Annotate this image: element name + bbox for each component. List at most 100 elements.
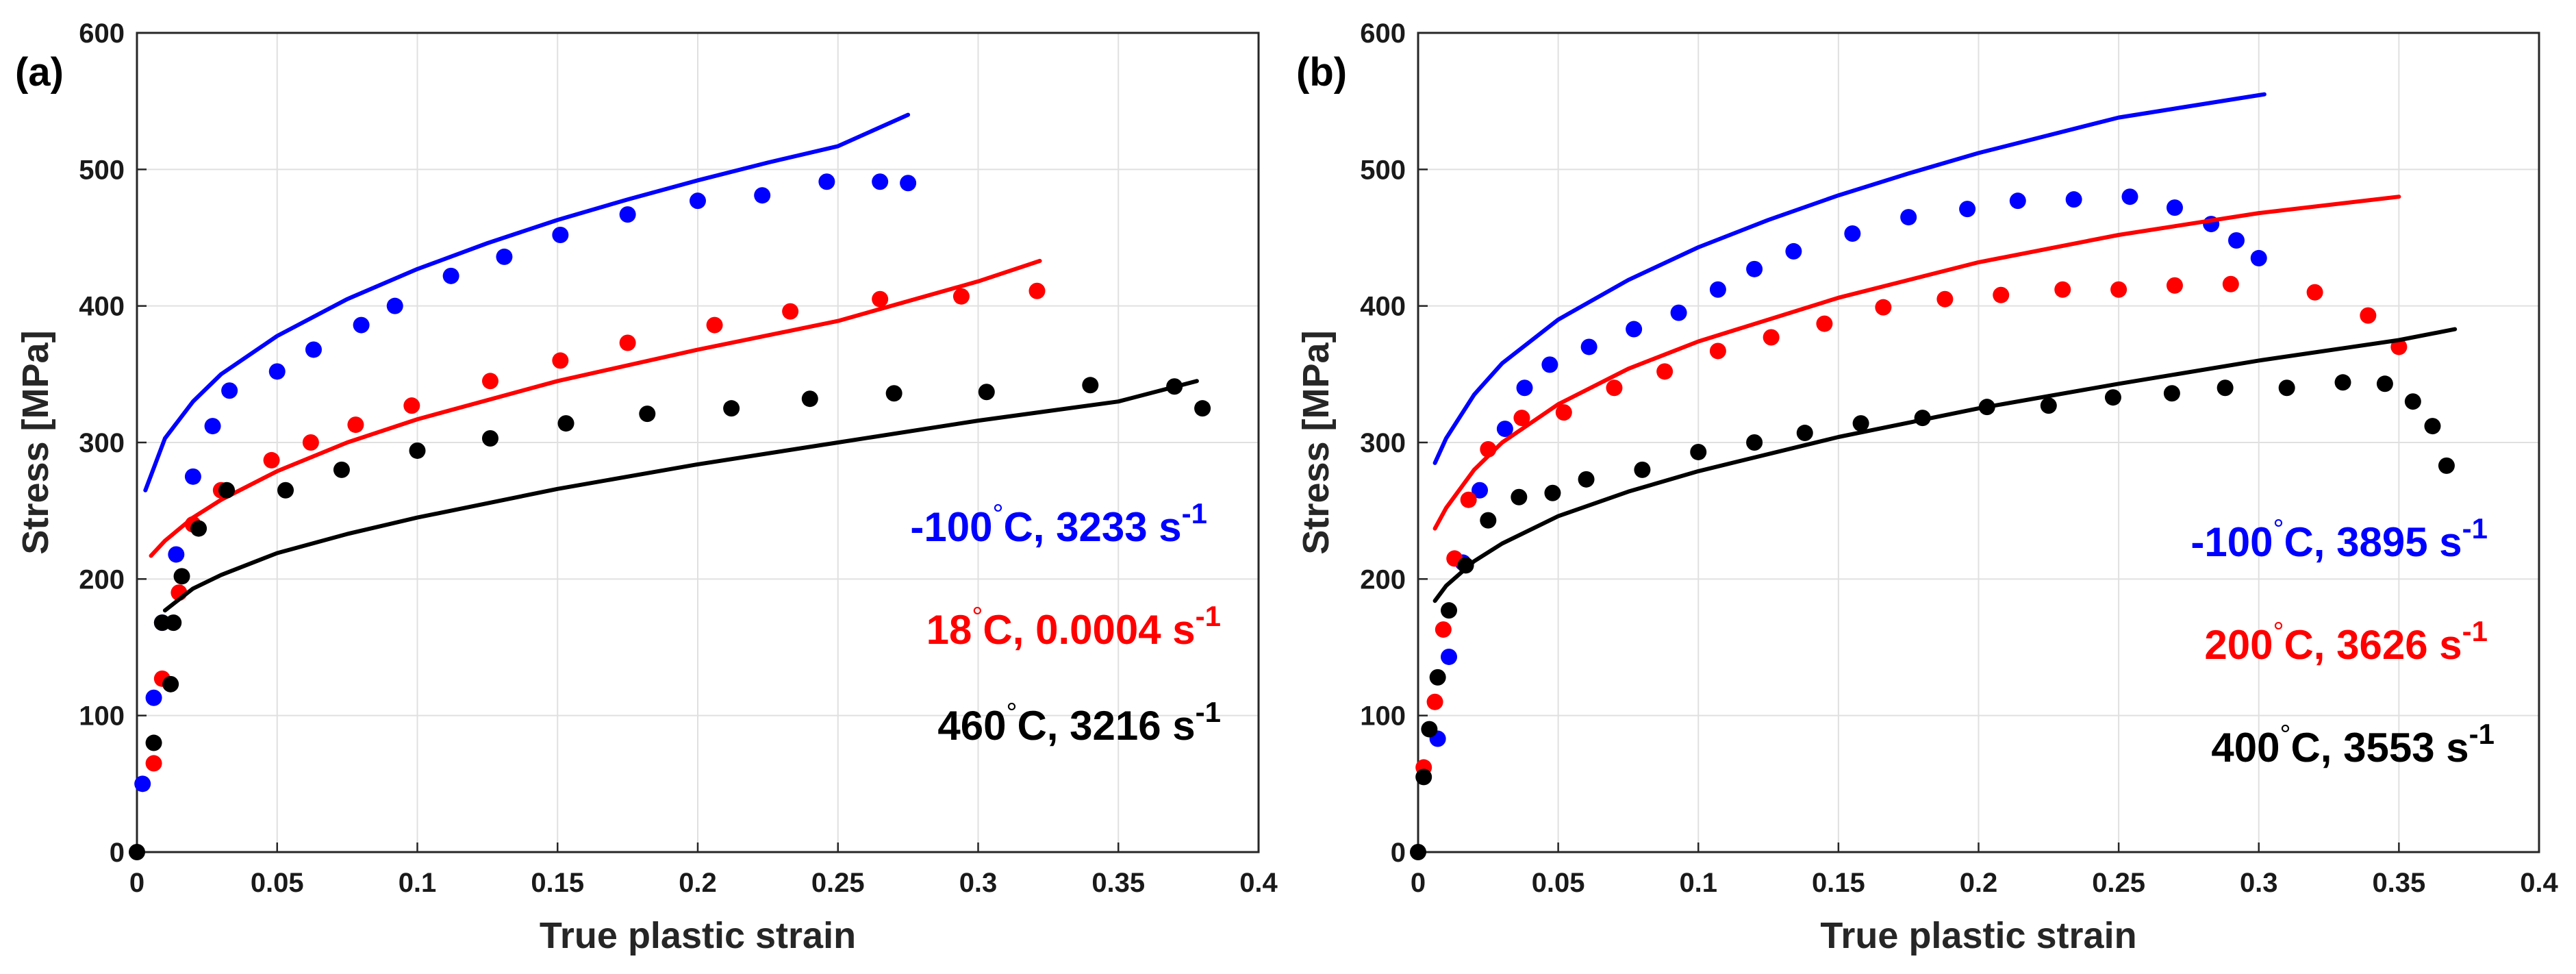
- data-point: [1785, 242, 1802, 260]
- panel-label: (a): [15, 50, 64, 95]
- data-point: [1634, 461, 1651, 478]
- data-point: [442, 267, 459, 284]
- series-annotation: -100°C, 3233 s-1: [910, 497, 1207, 550]
- data-point: [690, 192, 706, 210]
- data-point: [145, 734, 162, 751]
- x-axis-label: True plastic strain: [540, 915, 856, 956]
- data-point: [302, 434, 319, 451]
- data-point: [552, 352, 569, 369]
- x-tick-label: 0.25: [2092, 868, 2145, 898]
- data-point: [347, 416, 364, 434]
- data-point: [2228, 232, 2245, 249]
- data-point: [639, 405, 656, 423]
- data-point: [2306, 284, 2323, 301]
- data-point: [386, 297, 403, 314]
- data-point: [782, 303, 799, 320]
- x-tick-label: 0.2: [679, 868, 717, 898]
- data-point: [872, 290, 889, 308]
- data-point: [1816, 315, 1833, 332]
- data-point: [552, 227, 569, 244]
- data-point: [1852, 415, 1869, 432]
- data-point: [1959, 201, 1976, 218]
- data-point: [1028, 282, 1046, 299]
- panel-label: (b): [1296, 50, 1347, 95]
- data-point: [305, 341, 322, 358]
- y-tick-label: 100: [1360, 701, 1406, 732]
- fit-curve: [1432, 327, 2458, 603]
- x-tick-label: 0.4: [1239, 868, 1278, 898]
- x-tick-label: 0.3: [959, 868, 998, 898]
- data-point: [1763, 329, 1780, 346]
- series-0: [1429, 92, 2267, 747]
- data-point: [145, 755, 162, 772]
- y-axis-label: Stress [MPa]: [15, 330, 56, 554]
- data-point: [1900, 209, 1917, 226]
- data-point: [481, 430, 498, 447]
- series-annotation: 400°C, 3553 s-1: [2211, 718, 2495, 771]
- data-point: [1426, 693, 1443, 710]
- data-point: [619, 334, 636, 351]
- y-tick-label: 0: [110, 838, 125, 868]
- series-annotation: 200°C, 3626 s-1: [2204, 615, 2488, 668]
- data-point: [619, 206, 636, 223]
- data-point: [1541, 356, 1558, 373]
- x-tick-label: 0.3: [2240, 868, 2278, 898]
- data-point: [1441, 648, 1458, 665]
- data-point: [723, 400, 740, 417]
- data-point: [1626, 321, 1643, 338]
- data-point: [481, 373, 498, 390]
- data-point: [1410, 844, 1426, 860]
- data-point: [1166, 378, 1183, 395]
- y-tick-label: 400: [1360, 292, 1406, 322]
- data-point: [2217, 379, 2234, 397]
- data-point: [2065, 191, 2082, 208]
- data-point: [1690, 443, 1707, 460]
- x-tick-label: 0: [1411, 868, 1426, 898]
- data-point: [218, 482, 236, 499]
- data-point: [1844, 225, 1861, 242]
- data-point: [145, 689, 162, 706]
- data-point: [2250, 249, 2267, 266]
- y-tick-label: 600: [1360, 18, 1406, 49]
- fit-curve: [143, 112, 911, 492]
- data-point: [1580, 338, 1598, 355]
- data-point: [409, 442, 426, 459]
- data-point: [801, 390, 818, 408]
- x-tick-label: 0.1: [399, 868, 437, 898]
- data-point: [190, 520, 207, 537]
- data-point: [557, 415, 574, 432]
- data-point: [1421, 721, 1438, 738]
- y-tick-label: 200: [79, 564, 125, 595]
- x-tick-label: 0.2: [1960, 868, 1998, 898]
- data-point: [2278, 379, 2295, 397]
- data-point: [129, 844, 145, 860]
- data-point: [1480, 440, 1497, 458]
- data-point: [2376, 375, 2393, 392]
- data-point: [872, 173, 889, 190]
- data-point: [1544, 484, 1561, 501]
- data-point: [1511, 488, 1528, 505]
- fit-curve: [1432, 92, 2266, 465]
- data-point: [333, 461, 350, 478]
- data-point: [1875, 299, 1892, 316]
- data-point: [885, 385, 902, 402]
- y-tick-label: 400: [79, 292, 125, 322]
- data-point: [1993, 286, 2010, 303]
- series-0: [134, 112, 917, 792]
- x-tick-label: 0.4: [2520, 868, 2558, 898]
- data-point: [2163, 385, 2180, 402]
- data-point: [1555, 404, 1572, 421]
- data-point: [1480, 512, 1497, 529]
- data-point: [204, 418, 221, 435]
- data-point: [706, 316, 723, 334]
- y-tick-label: 100: [79, 701, 125, 732]
- data-point: [1516, 379, 1533, 397]
- y-axis-label: Stress [MPa]: [1296, 330, 1337, 554]
- data-point: [1457, 557, 1474, 574]
- data-point: [1082, 377, 1099, 394]
- data-point: [184, 468, 201, 485]
- x-tick-label: 0.15: [1812, 868, 1865, 898]
- data-point: [403, 397, 420, 414]
- panel-b: 0 0.05 0.1 0.15 0.2 0.25 0.3 0.35 0.4 0 100 200 300 4…: [1296, 18, 2559, 956]
